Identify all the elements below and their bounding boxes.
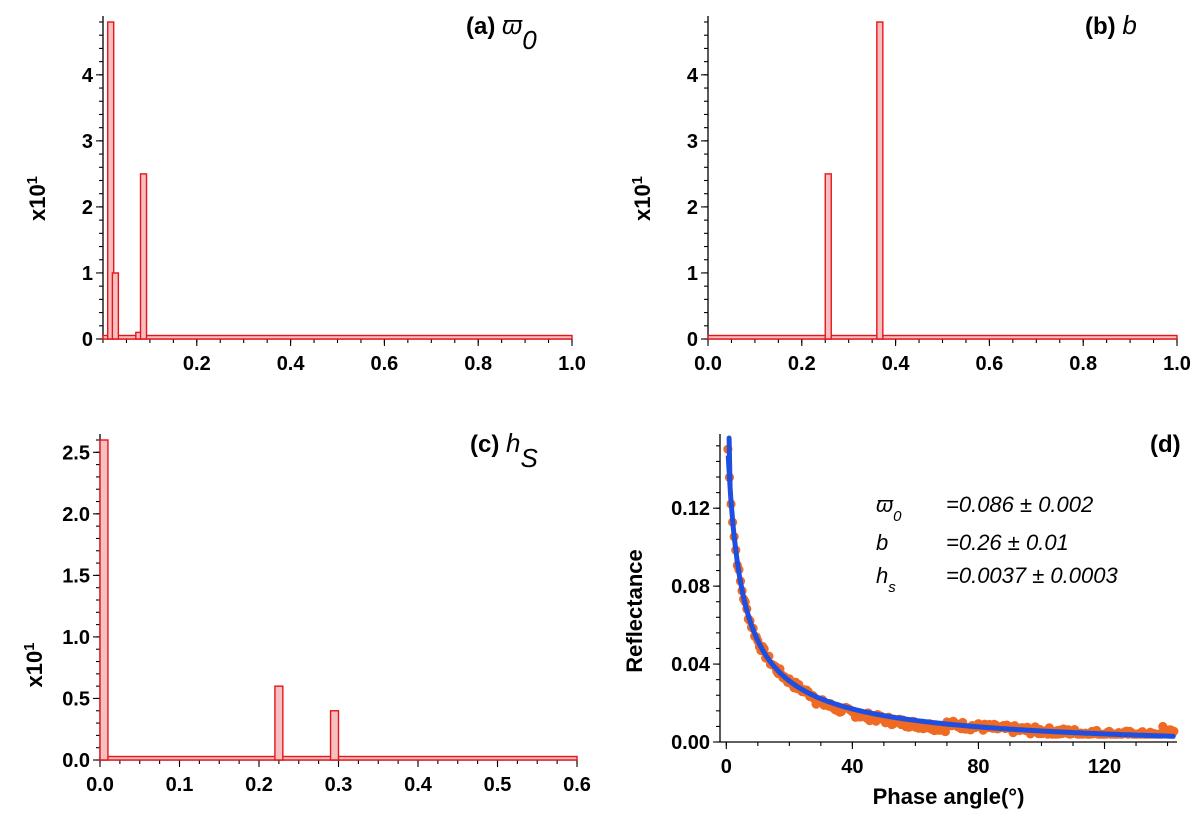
y-tick-label: 0.0 bbox=[62, 750, 90, 772]
y-axis-label-base: x10 bbox=[25, 184, 50, 221]
param-value: =0.086 ± 0.002 bbox=[946, 492, 1093, 517]
chart-title: (b) b bbox=[1085, 10, 1137, 40]
baseline-bar-strip bbox=[102, 334, 573, 340]
y-tick-label: 0.00 bbox=[671, 732, 710, 754]
y-tick-label: 1 bbox=[687, 263, 698, 285]
y-tick-label: 3 bbox=[82, 131, 93, 153]
x-tick-label: 40 bbox=[841, 756, 863, 778]
x-tick-label: 0.6 bbox=[975, 353, 1003, 375]
observed-series bbox=[723, 444, 1179, 739]
param-symbol: h bbox=[876, 563, 888, 588]
histogram-bar bbox=[99, 439, 109, 761]
y-tick-label: 2 bbox=[687, 197, 698, 219]
x-tick-label: 0.4 bbox=[277, 353, 306, 375]
y-tick-label: 4 bbox=[687, 65, 699, 87]
param-value: =0.0037 ± 0.0003 bbox=[946, 563, 1118, 588]
baseline-bar-strip bbox=[707, 334, 1178, 340]
x-axis-label: Phase angle(°) bbox=[873, 784, 1025, 809]
histogram-bar bbox=[139, 173, 148, 340]
param-symbol: b bbox=[876, 530, 888, 555]
data-point bbox=[1169, 726, 1179, 736]
histogram-bar bbox=[274, 685, 284, 761]
y-axis-label-exponent: 1 bbox=[21, 642, 38, 650]
x-tick-label: 0.2 bbox=[183, 353, 211, 375]
param-subscript: 0 bbox=[893, 508, 902, 525]
y-tick-label: 2.0 bbox=[62, 504, 90, 526]
y-tick-label: 0.12 bbox=[671, 498, 710, 520]
x-tick-label: 0 bbox=[721, 756, 732, 778]
chart-title: (d) bbox=[1150, 431, 1181, 458]
data-point bbox=[940, 726, 950, 737]
x-tick-label: 0.0 bbox=[86, 774, 114, 796]
x-tick-label: 0.6 bbox=[563, 774, 591, 796]
histogram-bar bbox=[824, 173, 832, 340]
x-tick-label: 0.4 bbox=[882, 353, 911, 375]
chart-title-space bbox=[1116, 13, 1123, 40]
y-tick-label: 1 bbox=[82, 263, 93, 285]
x-tick-label: 0.8 bbox=[464, 353, 492, 375]
y-tick-label: 0 bbox=[82, 329, 93, 351]
fit-parameter-annotation: b bbox=[876, 530, 888, 555]
x-tick-label: 1.0 bbox=[558, 353, 586, 375]
y-tick-label: 0.04 bbox=[671, 654, 711, 676]
chart-title-subscript: S bbox=[520, 443, 538, 473]
histogram-bar bbox=[329, 710, 340, 761]
x-tick-label: 0.8 bbox=[1069, 353, 1097, 375]
x-tick-label: 80 bbox=[967, 756, 989, 778]
x-tick-label: 0.2 bbox=[245, 774, 273, 796]
y-tick-label: 2.5 bbox=[62, 442, 90, 464]
x-tick-label: 0.5 bbox=[484, 774, 512, 796]
x-tick-label: 0.2 bbox=[788, 353, 816, 375]
chart-title-symbol: b bbox=[1122, 10, 1136, 40]
y-tick-label: 3 bbox=[687, 131, 698, 153]
chart-title-space bbox=[495, 13, 502, 40]
y-axis-label-base: x10 bbox=[630, 184, 655, 221]
y-tick-label: 1.5 bbox=[62, 565, 90, 587]
y-axis-label: Reflectance bbox=[622, 549, 647, 673]
param-symbol: ϖ bbox=[876, 492, 894, 517]
chart-title-symbol: ϖ bbox=[502, 10, 523, 40]
chart-title: (c) hS bbox=[470, 428, 538, 473]
x-tick-label: 0.6 bbox=[370, 353, 398, 375]
histogram-bar bbox=[876, 21, 884, 340]
fit-parameter-annotation: hs bbox=[876, 563, 896, 596]
chart-panel-c: 0.0 0.5 1.0 1.5 2.0 2.5 0.0 0.1 0.2 0.3 0.4 0.5 0.6 x… bbox=[21, 428, 591, 796]
param-value: =0.26 ± 0.01 bbox=[946, 530, 1069, 555]
y-axis-label: x101 bbox=[24, 176, 51, 221]
chart-title-label: (a) bbox=[466, 13, 495, 40]
chart-panel-d: 0.00 0.04 0.08 0.12 0 40 80 120 Reflectance Phase… bbox=[622, 431, 1181, 809]
y-axis-label-exponent: 1 bbox=[24, 176, 41, 184]
chart-title-label: (c) bbox=[470, 431, 499, 458]
chart-title-label: (d) bbox=[1150, 431, 1181, 458]
y-axis-label-exponent: 1 bbox=[629, 176, 646, 184]
param-subscript: s bbox=[888, 579, 896, 596]
x-tick-label: 0.0 bbox=[694, 353, 722, 375]
y-tick-label: 4 bbox=[82, 65, 94, 87]
chart-title: (a) ϖ0 bbox=[466, 10, 537, 55]
chart-title-label: (b) bbox=[1085, 13, 1116, 40]
x-tick-label: 0.3 bbox=[325, 774, 353, 796]
y-tick-label: 1.0 bbox=[62, 627, 90, 649]
chart-title-symbol: h bbox=[506, 428, 520, 458]
y-axis-label: x101 bbox=[21, 642, 48, 687]
y-tick-label: 0.5 bbox=[62, 688, 90, 710]
fit-parameter-annotation: ϖ0 bbox=[876, 492, 902, 525]
y-tick-label: 0.08 bbox=[671, 576, 710, 598]
histogram-bar bbox=[111, 272, 120, 340]
y-axis-label: x101 bbox=[629, 176, 656, 221]
x-tick-label: 120 bbox=[1088, 756, 1121, 778]
x-tick-label: 0.4 bbox=[404, 774, 433, 796]
chart-title-space bbox=[499, 431, 506, 458]
x-tick-label: 1.0 bbox=[1163, 353, 1191, 375]
y-tick-label: 2 bbox=[82, 197, 93, 219]
y-axis-label-base: x10 bbox=[22, 651, 47, 688]
histogram-bar bbox=[106, 21, 115, 340]
x-tick-label: 0.1 bbox=[166, 774, 194, 796]
fit-curve-line bbox=[725, 435, 1176, 739]
y-tick-label: 0 bbox=[687, 329, 698, 351]
chart-title-subscript: 0 bbox=[522, 25, 537, 55]
